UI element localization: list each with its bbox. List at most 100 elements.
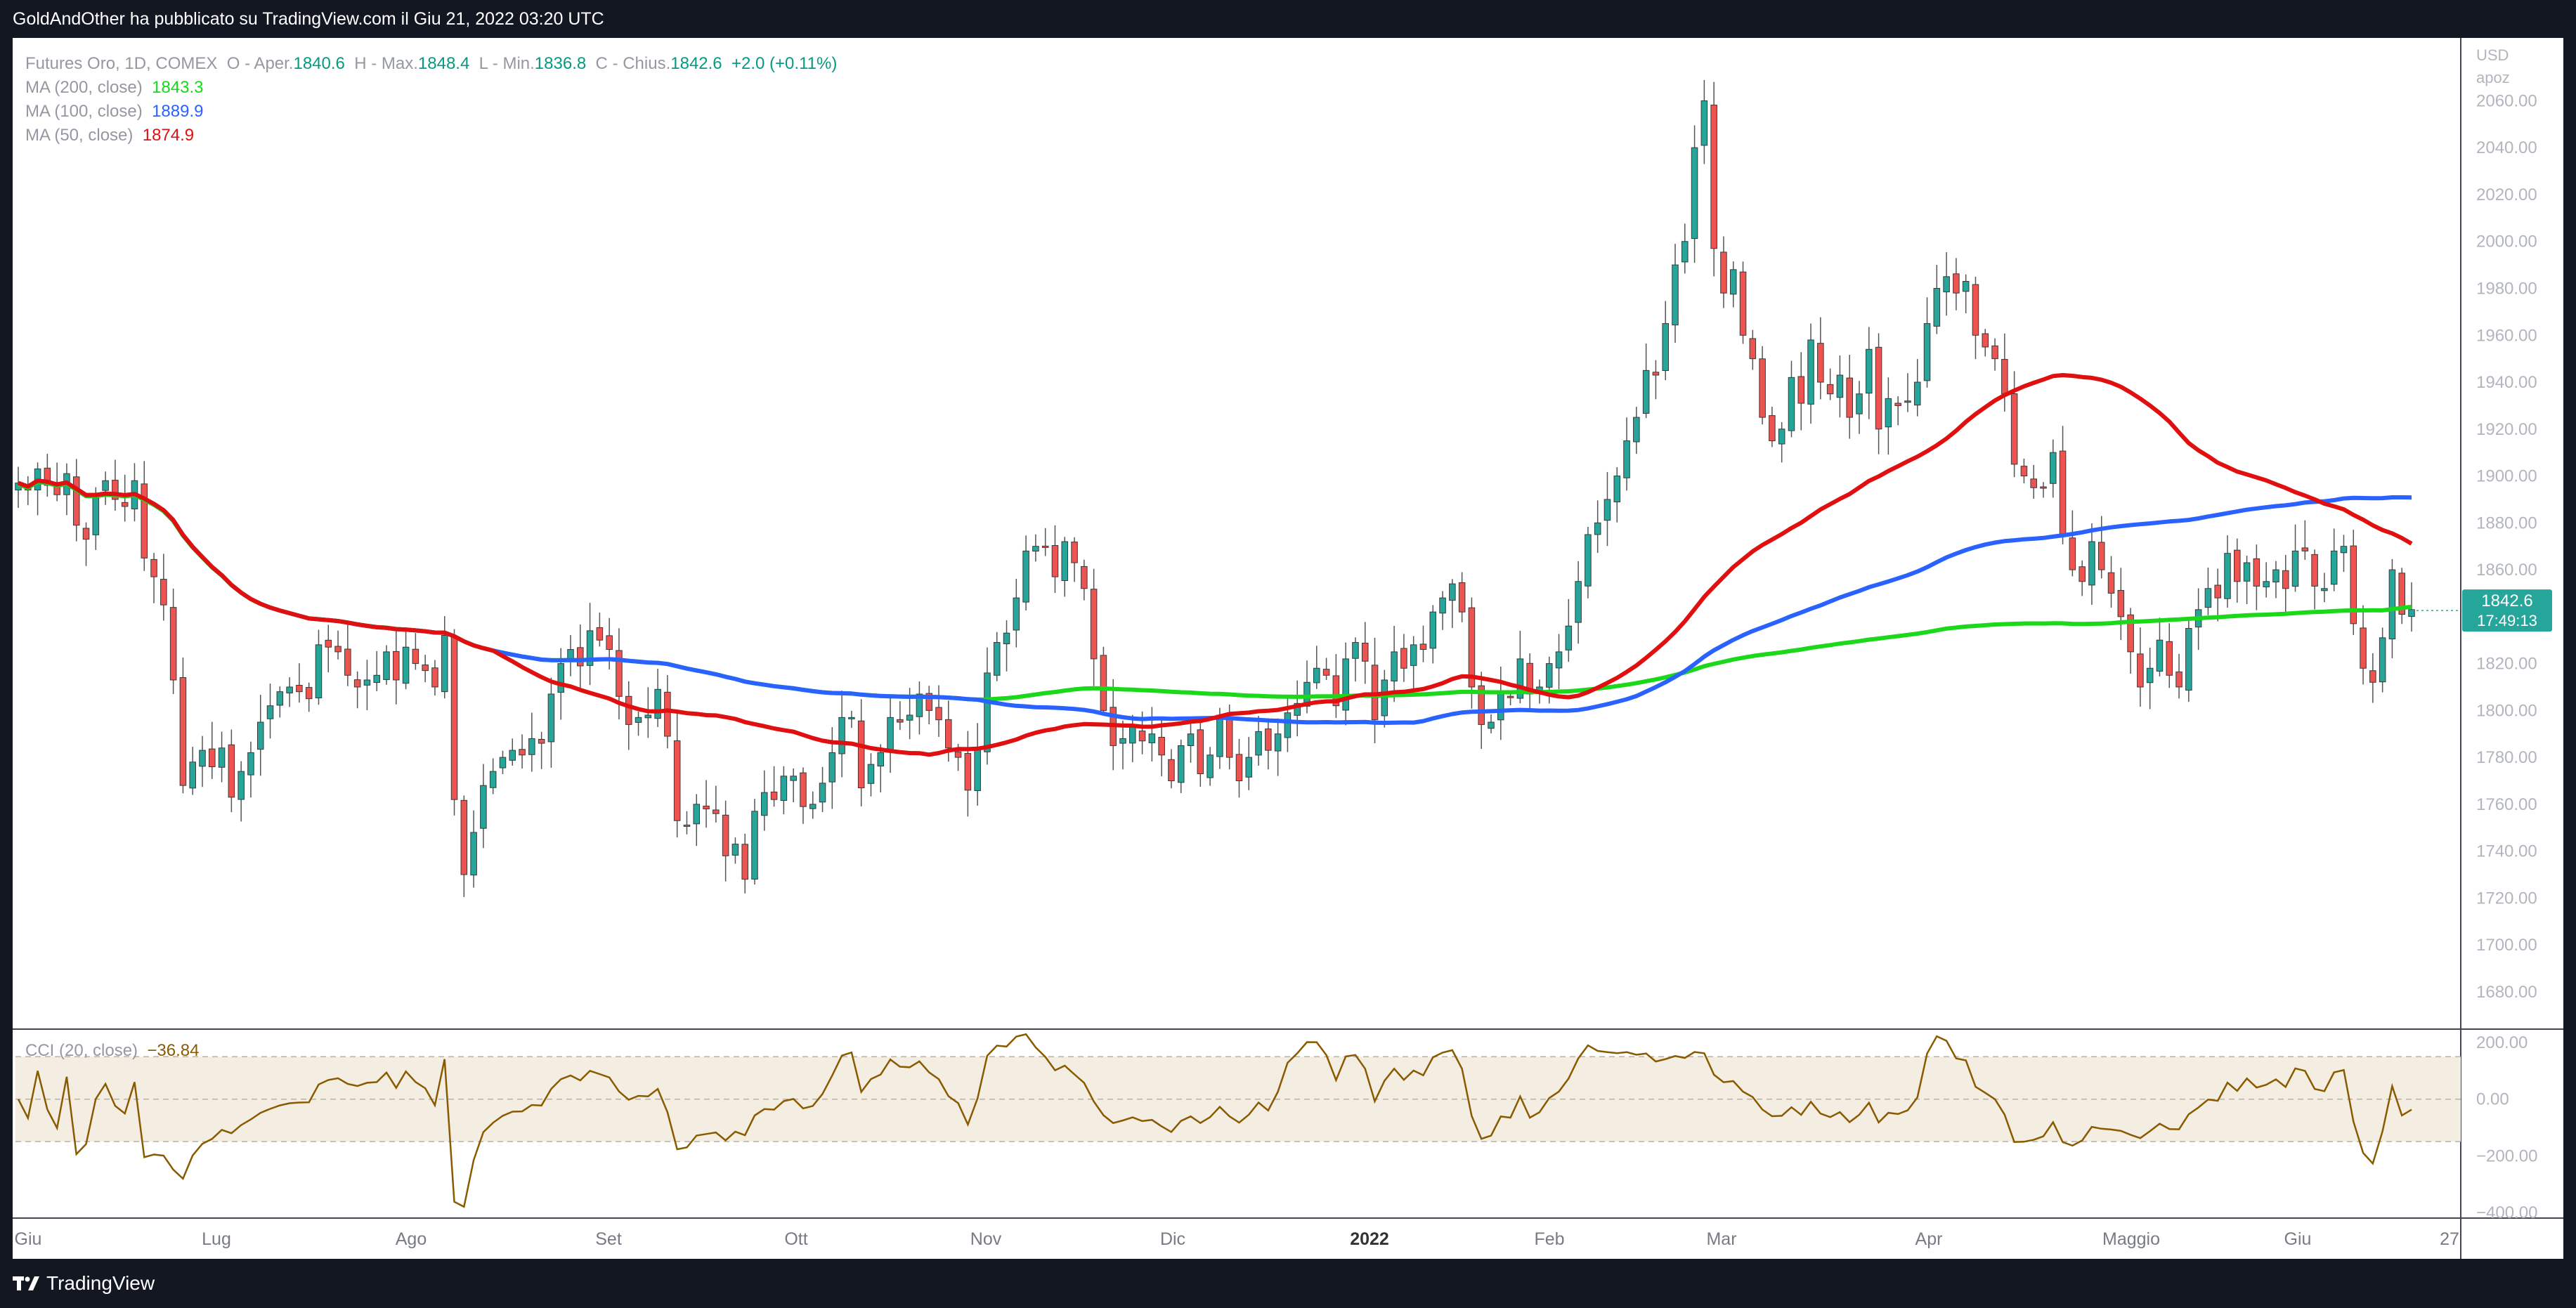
- candle-body[interactable]: [460, 799, 468, 875]
- candle-body[interactable]: [160, 579, 167, 606]
- candle-body[interactable]: [92, 494, 100, 535]
- candle-body[interactable]: [1119, 738, 1126, 744]
- cci-legend[interactable]: CCI (20, close) −36.84: [25, 1041, 199, 1061]
- candle-body[interactable]: [1565, 625, 1573, 650]
- candle-body[interactable]: [353, 679, 361, 688]
- candle-body[interactable]: [489, 771, 497, 788]
- candle-body[interactable]: [1255, 731, 1262, 756]
- candle-body[interactable]: [722, 814, 729, 856]
- candle-body[interactable]: [1294, 702, 1301, 716]
- candle-body[interactable]: [2311, 554, 2318, 587]
- candle-body[interactable]: [1594, 522, 1601, 535]
- candle-body[interactable]: [713, 809, 720, 814]
- candle-body[interactable]: [256, 721, 264, 750]
- cci-line[interactable]: [17, 1033, 2412, 1208]
- candle-body[interactable]: [2146, 667, 2154, 684]
- candle-body[interactable]: [238, 771, 245, 800]
- candle-body[interactable]: [897, 719, 904, 723]
- candle-body[interactable]: [606, 635, 613, 650]
- candle-body[interactable]: [906, 714, 913, 721]
- candle-body[interactable]: [373, 674, 380, 684]
- candle-body[interactable]: [169, 607, 177, 681]
- candle-body[interactable]: [1177, 745, 1185, 783]
- candle-body[interactable]: [1071, 542, 1078, 563]
- candle-body[interactable]: [1245, 757, 1253, 778]
- candle-body[interactable]: [441, 635, 448, 693]
- candle-body[interactable]: [2282, 570, 2289, 589]
- candle-body[interactable]: [218, 747, 226, 768]
- candle-body[interactable]: [2243, 562, 2251, 582]
- candle-body[interactable]: [1129, 726, 1136, 744]
- ma50-line[interactable]: [17, 373, 2413, 757]
- candle-body[interactable]: [1555, 651, 1563, 669]
- candle-body[interactable]: [1051, 545, 1059, 577]
- candle-body[interactable]: [703, 805, 710, 810]
- candle-body[interactable]: [1400, 648, 1407, 669]
- candle-body[interactable]: [1361, 643, 1369, 662]
- candle-body[interactable]: [1488, 721, 1495, 729]
- candle-body[interactable]: [1458, 582, 1466, 613]
- candle-body[interactable]: [1769, 415, 1776, 441]
- candle-body[interactable]: [1652, 372, 1660, 376]
- candle-body[interactable]: [1991, 345, 1998, 360]
- candle-body[interactable]: [431, 667, 438, 688]
- candle-body[interactable]: [954, 751, 962, 758]
- candle-body[interactable]: [577, 647, 584, 667]
- candle-body[interactable]: [1235, 754, 1243, 782]
- candle-body[interactable]: [1090, 589, 1098, 660]
- candle-body[interactable]: [635, 717, 642, 723]
- candle-body[interactable]: [1710, 105, 1717, 249]
- candle-body[interactable]: [1497, 691, 1504, 721]
- candle-body[interactable]: [538, 738, 545, 744]
- candle-body[interactable]: [857, 720, 865, 789]
- candle-body[interactable]: [2069, 537, 2076, 570]
- candle-body[interactable]: [761, 792, 768, 816]
- candle-body[interactable]: [325, 639, 332, 648]
- candle-body[interactable]: [1197, 729, 1204, 774]
- candle-body[interactable]: [2388, 569, 2396, 640]
- candle-body[interactable]: [683, 824, 691, 827]
- candle-body[interactable]: [877, 752, 885, 767]
- candle-body[interactable]: [266, 705, 274, 719]
- candle-body[interactable]: [964, 752, 972, 791]
- candle-body[interactable]: [1342, 658, 1349, 711]
- candle-body[interactable]: [984, 672, 991, 752]
- ma100-row[interactable]: MA (100, close) 1889.9: [25, 100, 837, 124]
- candle-body[interactable]: [2224, 553, 2231, 599]
- candle-body[interactable]: [693, 804, 701, 825]
- candle-body[interactable]: [673, 740, 681, 821]
- candle-body[interactable]: [1866, 348, 1873, 394]
- candle-body[interactable]: [509, 750, 516, 761]
- candle-body[interactable]: [499, 757, 507, 769]
- candle-body[interactable]: [1429, 611, 1437, 649]
- candle-body[interactable]: [1691, 147, 1698, 240]
- ma50-row[interactable]: MA (50, close) 1874.9: [25, 124, 837, 148]
- candle-body[interactable]: [2097, 542, 2105, 570]
- candle-body[interactable]: [1381, 679, 1388, 717]
- candle-body[interactable]: [2166, 641, 2173, 676]
- candle-body[interactable]: [2272, 569, 2279, 582]
- candle-body[interactable]: [2117, 589, 2125, 617]
- candle-body[interactable]: [209, 748, 216, 767]
- candle-body[interactable]: [731, 844, 739, 856]
- candle-body[interactable]: [228, 744, 235, 798]
- candle-body[interactable]: [1943, 276, 1950, 293]
- candle-body[interactable]: [625, 695, 632, 725]
- candle-body[interactable]: [2127, 614, 2134, 653]
- candle-body[interactable]: [528, 738, 535, 755]
- candle-body[interactable]: [547, 693, 555, 743]
- candle-body[interactable]: [1545, 663, 1553, 688]
- candle-body[interactable]: [1138, 731, 1146, 742]
- candle-body[interactable]: [1759, 358, 1766, 418]
- candle-body[interactable]: [819, 783, 826, 803]
- candle-body[interactable]: [1875, 346, 1882, 430]
- candle-body[interactable]: [1836, 374, 1844, 398]
- candle-body[interactable]: [993, 642, 1001, 676]
- candle-body[interactable]: [848, 717, 855, 719]
- candle-body[interactable]: [838, 717, 845, 754]
- candle-body[interactable]: [2379, 637, 2386, 683]
- candle-body[interactable]: [916, 693, 923, 717]
- candle-body[interactable]: [1206, 754, 1214, 778]
- candle-body[interactable]: [1856, 393, 1863, 414]
- candle-body[interactable]: [82, 528, 90, 540]
